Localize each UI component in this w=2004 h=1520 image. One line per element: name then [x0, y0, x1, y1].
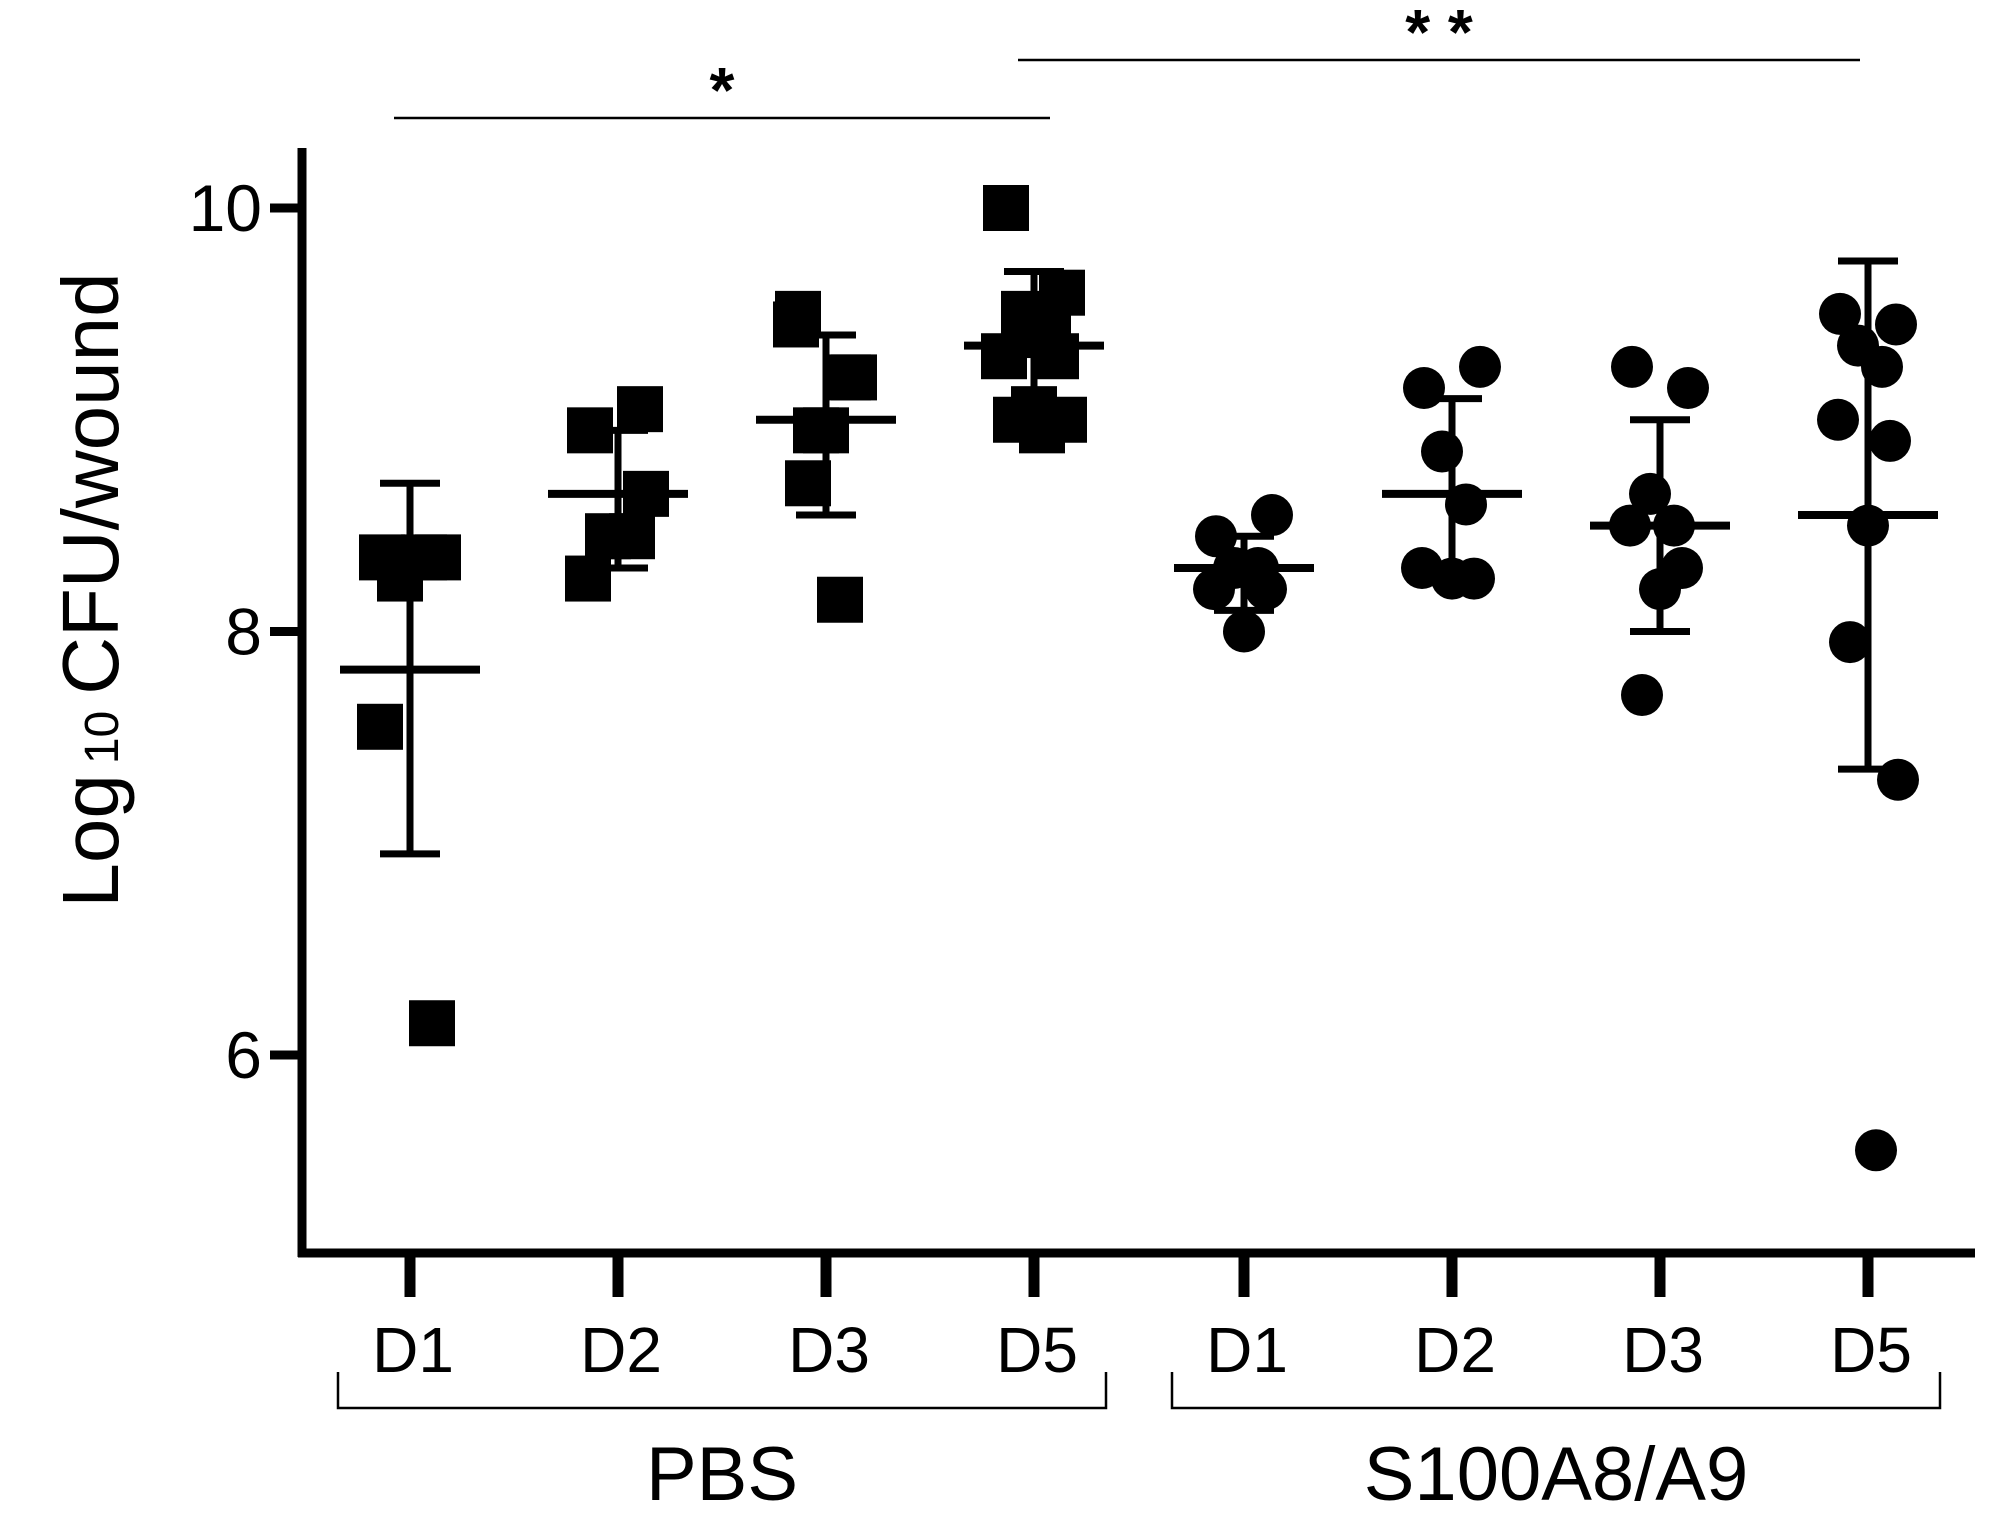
group-label: S100A8/A9 [1364, 1432, 1749, 1517]
significance-label: * * [1405, 0, 1473, 68]
data-point-square [401, 534, 447, 581]
data-point-circle [1847, 504, 1889, 547]
data-point-circle [1195, 515, 1237, 558]
axes: 6 8 10 D1 D2 D3 D5 D1 D2 D3 D5 PBS S100A8/A9 [189, 148, 1975, 1517]
x-tick-label: D3 [1622, 1314, 1704, 1386]
data-point-circle [1629, 472, 1671, 515]
data-point-circle [1667, 366, 1709, 409]
x-tick-label: D1 [372, 1314, 454, 1386]
data-point-circle [1861, 345, 1903, 388]
y-axis-label-subscript: 10 [76, 711, 129, 764]
data-point-square [981, 333, 1027, 380]
x-tick-label: D1 [1206, 1314, 1288, 1386]
data-point-circle [1431, 557, 1473, 600]
group-label: PBS [646, 1432, 798, 1517]
y-axis-label: Log 10 CFU/wound [46, 272, 135, 907]
data-point-circle [1653, 504, 1695, 547]
data-point-square [1019, 407, 1065, 454]
data-point-circle [1875, 303, 1917, 346]
data-point-square [1033, 333, 1079, 380]
data-point-circle [1621, 674, 1663, 717]
data-point-circle [1829, 621, 1871, 664]
data-point-square [623, 470, 669, 517]
data-point-circle [1819, 292, 1861, 335]
data-point-square [773, 301, 819, 348]
x-tick-label: D2 [1414, 1314, 1496, 1386]
x-tick-label: D5 [996, 1314, 1078, 1386]
y-axis-label-unit: CFU/wound [46, 272, 135, 694]
data-point-circle [1223, 610, 1265, 653]
significance-annotations: * * * [394, 0, 1860, 126]
y-tick-label: 8 [225, 595, 262, 669]
data-point-circle [1869, 419, 1911, 462]
group-bracket [336, 1372, 1108, 1410]
data-point-square [409, 1000, 455, 1047]
data-point-square [617, 386, 663, 433]
significance-label: * [710, 54, 735, 126]
data-point-square [825, 354, 871, 401]
data-point-circle [1193, 568, 1235, 611]
data-point-square [609, 513, 655, 560]
data-point-square [785, 460, 831, 507]
data-point-circle [1855, 1129, 1897, 1172]
data-point-circle [1817, 398, 1859, 441]
data-point-circle [1459, 345, 1501, 388]
data-point-circle [1421, 430, 1463, 473]
data-point-circle [1245, 568, 1287, 611]
y-axis-label-main: Log [46, 774, 135, 907]
data-point-circle [1445, 483, 1487, 526]
data-point-circle [1611, 345, 1653, 388]
x-tick-label: D3 [788, 1314, 870, 1386]
data-point-circle [1639, 568, 1681, 611]
data-point-square [803, 407, 849, 454]
data-points [357, 185, 1919, 1172]
y-tick-label: 6 [225, 1018, 262, 1092]
data-point-square [565, 555, 611, 602]
x-tick-label: D5 [1830, 1314, 1912, 1386]
data-point-square [357, 703, 403, 750]
data-point-circle [1609, 504, 1651, 547]
group-bracket [1170, 1372, 1942, 1410]
y-tick-label: 10 [189, 171, 262, 245]
data-point-circle [1877, 758, 1919, 801]
labels: Log 10 CFU/wound [46, 272, 135, 907]
data-point-square [567, 407, 613, 454]
data-point-square [817, 576, 863, 623]
data-point-circle [1251, 494, 1293, 537]
data-point-square [983, 185, 1029, 231]
x-tick-label: D2 [580, 1314, 662, 1386]
data-point-circle [1403, 366, 1445, 409]
